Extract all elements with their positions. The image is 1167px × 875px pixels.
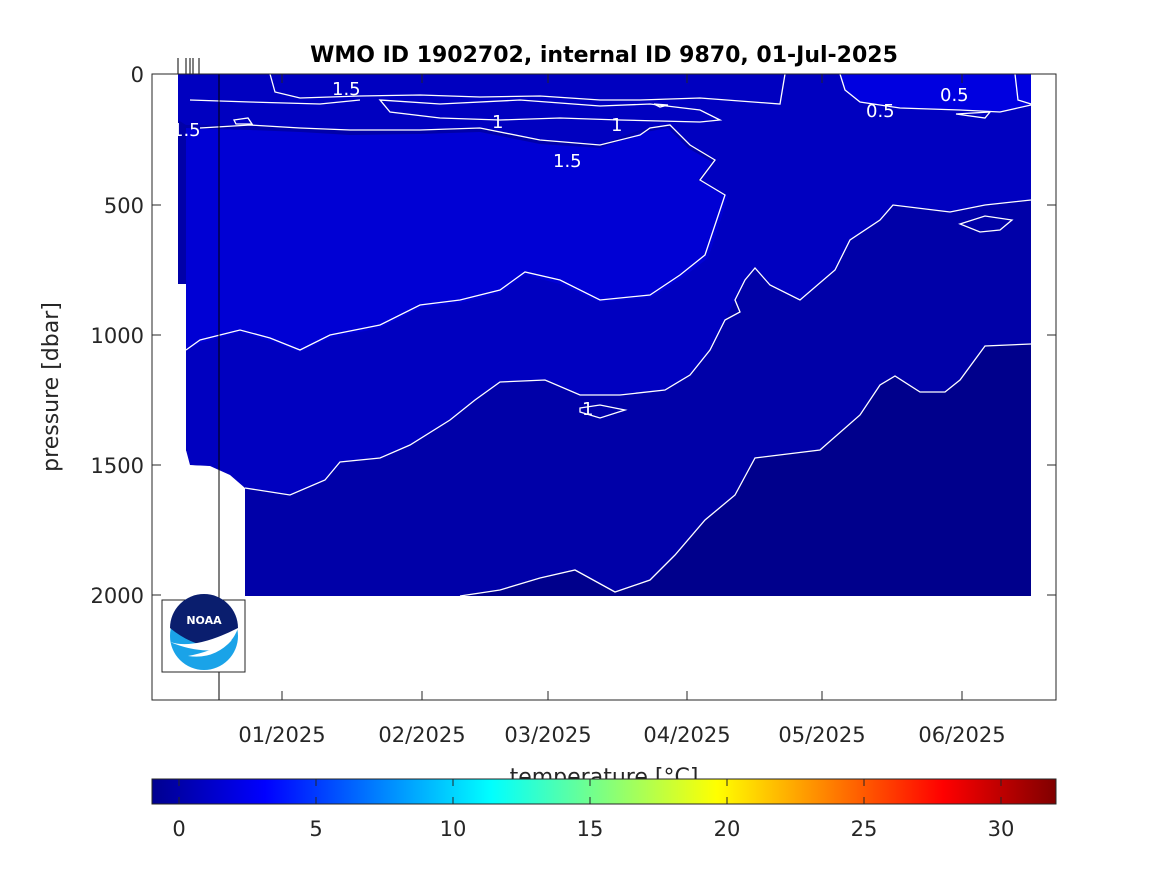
- contour-1-lower: [459, 343, 1032, 597]
- x-tick-label: 03/2025: [504, 723, 591, 747]
- y-tick-label: 500: [104, 194, 144, 218]
- colorbar-tick-label: 5: [309, 817, 322, 841]
- colorbar-tick-label: 15: [577, 817, 604, 841]
- contour-small-1: [579, 404, 628, 419]
- noaa-logo: NOAA: [161, 594, 246, 673]
- temperature-band-surface: [178, 74, 1031, 112]
- chart-title: WMO ID 1902702, internal ID 9870, 01-Jul…: [310, 43, 898, 68]
- colorbar-ticks: [178, 779, 1002, 804]
- contour-surface: [269, 74, 786, 105]
- y-tick-label: 2000: [91, 584, 144, 608]
- contour-label: 0.5: [940, 85, 969, 106]
- x-tick-label: 06/2025: [918, 723, 1005, 747]
- colorbar-tick-label: 0: [172, 817, 185, 841]
- y-tick-label: 1000: [91, 324, 144, 348]
- contour-small-2: [233, 117, 254, 125]
- contour-label: 1: [492, 112, 503, 133]
- temperature-band-upper: [178, 74, 1031, 495]
- axes-box: [151, 73, 1057, 701]
- contour-label: 1.5: [553, 151, 582, 172]
- x-tick-label: 05/2025: [778, 723, 865, 747]
- colorbar-tick-label: 30: [988, 817, 1015, 841]
- heatmap: [178, 74, 1031, 596]
- x-tick-label: 01/2025: [238, 723, 325, 747]
- y-axis: [152, 73, 1056, 596]
- contour-small-4: [1014, 74, 1032, 105]
- colorbar-tick-label: 20: [714, 817, 741, 841]
- contour-1-shallow: [378, 99, 723, 123]
- contour-label: 1: [611, 115, 622, 136]
- colorbar-tick-label: 25: [851, 817, 878, 841]
- contour-label: 1: [582, 399, 593, 420]
- x-tick-label: 04/2025: [643, 723, 730, 747]
- contour-small-3: [955, 111, 992, 119]
- colorbar: [151, 778, 1057, 805]
- contour-right-blob: [958, 215, 1014, 233]
- y-tick-label: 0: [131, 63, 144, 87]
- contours: [185, 74, 1032, 597]
- contour-label: 1.5: [332, 79, 361, 100]
- noaa-logo-text: NOAA: [186, 614, 222, 627]
- contour-1-upper: [244, 199, 1032, 496]
- x-tick-label: 02/2025: [378, 723, 465, 747]
- contour-label: 0.5: [866, 101, 895, 122]
- profile-markers: [177, 58, 220, 700]
- contour-label: 1.5: [172, 120, 201, 141]
- colorbar-tick-label: 10: [440, 817, 467, 841]
- contour-surface-2: [189, 99, 361, 105]
- contour-small-5: [653, 103, 669, 108]
- contour-1.5-lower: [185, 124, 726, 351]
- contour-label-group: 1.5 1.5 1 1 1.5 0.5 0.5 1: [172, 79, 969, 420]
- y-axis-label: pressure [dbar]: [39, 302, 64, 472]
- contour-0.5-shallow: [839, 74, 1032, 113]
- x-axis: [281, 74, 963, 700]
- y-tick-label: 1500: [91, 454, 144, 478]
